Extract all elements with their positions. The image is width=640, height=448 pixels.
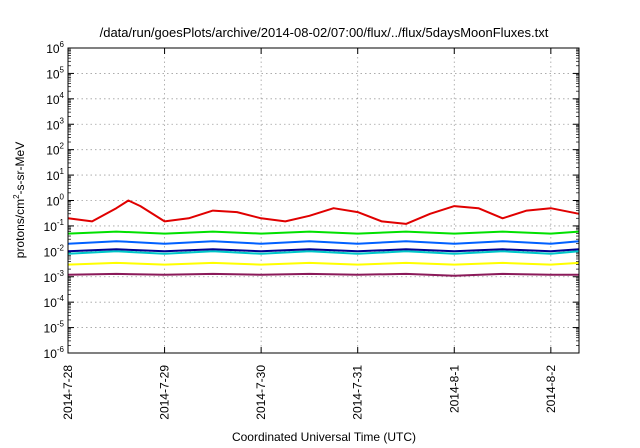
series-line (67, 240, 580, 245)
y-tick-label: 10-4 (44, 294, 65, 310)
y-axis-label: protons/cm2-s-sr-MeV (12, 142, 27, 258)
x-tick-label: 2014-7-31 (351, 365, 365, 420)
y-axis-label-sup: 2 (12, 194, 21, 199)
y-tick-label: 101 (46, 167, 64, 183)
y-axis-label-pre: protons/cm (13, 199, 27, 258)
series-line (67, 250, 580, 255)
series-line (67, 230, 580, 235)
x-tick-label: 2014-8-1 (447, 365, 461, 413)
y-tick-label: 10-6 (44, 345, 65, 361)
x-tick-label: 2014-7-28 (61, 365, 75, 420)
grid (67, 47, 579, 354)
y-tick-label: 106 (46, 40, 64, 56)
y-tick-label: 103 (46, 116, 64, 132)
x-tick-label: 2014-7-29 (158, 365, 172, 420)
series-line (67, 272, 579, 277)
x-tick-label: 2014-7-30 (254, 365, 268, 420)
y-tick-label: 100 (46, 193, 64, 209)
plot-frame (67, 47, 580, 354)
series-layer (67, 199, 580, 277)
chart-title: /data/run/goesPlots/archive/2014-08-02/0… (100, 25, 549, 40)
y-tick-label: 10-1 (44, 218, 65, 234)
x-tick-labels: 2014-7-28 2014-7-29 2014-7-30 2014-7-31 2014… (61, 365, 558, 420)
y-tick-label: 105 (46, 65, 64, 81)
x-axis-label: Coordinated Universal Time (UTC) (232, 430, 416, 444)
y-tick-labels: 10-6 10-5 10-4 10-3 10-2 10-1 100 101 102 103 104 1… (44, 40, 65, 361)
y-tick-label: 10-3 (44, 269, 65, 285)
y-axis-label-post: -s-sr-MeV (13, 142, 27, 195)
series-line (67, 199, 580, 225)
x-tick-label: 2014-8-2 (544, 365, 558, 413)
series-line (67, 261, 580, 266)
y-tick-label: 10-5 (44, 320, 65, 336)
y-tick-label: 104 (46, 91, 64, 107)
y-tick-label: 10-2 (44, 243, 65, 259)
y-tick-label: 102 (46, 142, 64, 158)
series-line (67, 248, 580, 253)
